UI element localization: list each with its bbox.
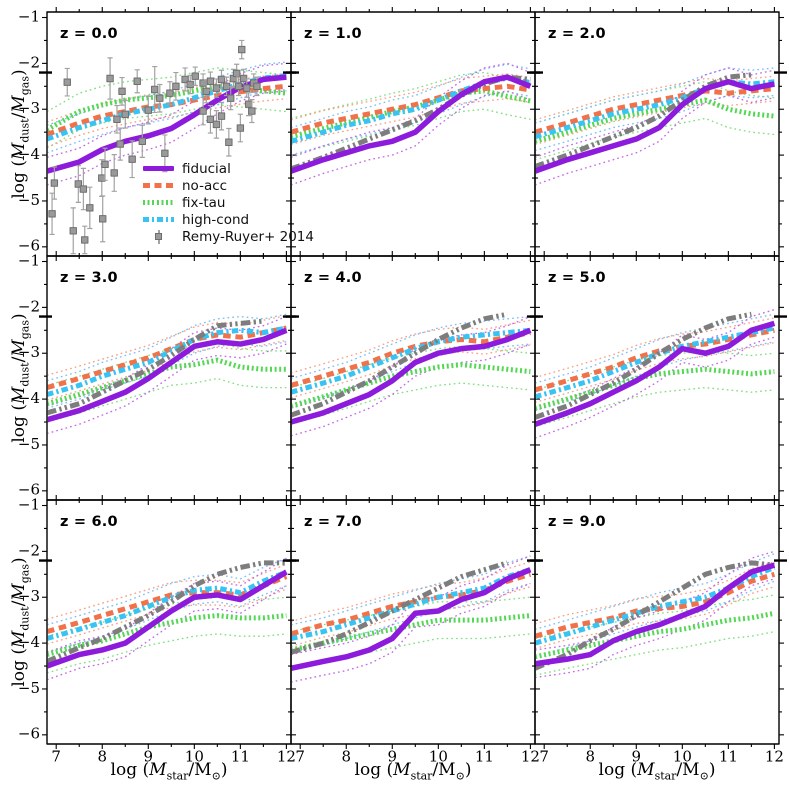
plot-canvas [0, 0, 789, 789]
dust-to-gas-figure: z = 0.0 z = 1.0 z = 2.0 z = 3.0 z = 4.0 … [0, 0, 789, 789]
